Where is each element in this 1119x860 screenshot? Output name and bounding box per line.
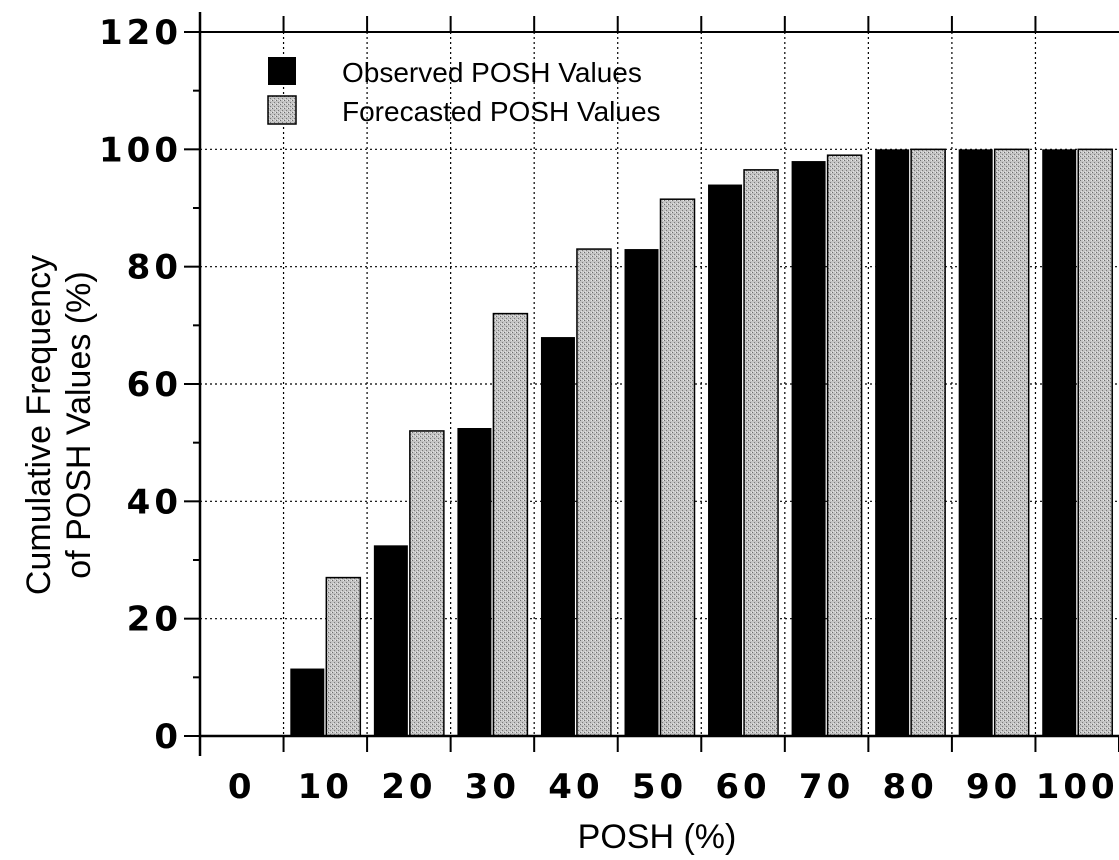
bar-forecasted-90	[993, 148, 1030, 737]
legend-swatch-observed	[268, 57, 296, 85]
bar-observed-30	[457, 428, 492, 736]
bar-forecasted-50	[659, 198, 696, 737]
bar-observed-20	[373, 545, 408, 736]
y-axis-ticks: 0 20 40 60 80 100 120	[99, 13, 200, 757]
x-axis-ticks: 0 10 20 30 40 50 60 70 80 90 100	[199, 16, 1119, 807]
x-axis-title: POSH (%)	[578, 818, 737, 856]
bar-forecasted-100	[1077, 148, 1113, 737]
y-axis-title-line-1: Cumulative Frequency	[20, 255, 58, 595]
y-tick-label-20: 20	[127, 600, 182, 640]
bar-observed-100	[1042, 149, 1077, 737]
y-axis-title-line-2: of POSH Values (%)	[60, 271, 98, 578]
x-tick-label-80: 80	[882, 767, 937, 807]
x-tick-label-60: 60	[715, 767, 770, 807]
bar-forecasted-60	[743, 169, 779, 737]
x-tick-label-20: 20	[381, 767, 436, 807]
y-tick-label-40: 40	[127, 482, 182, 522]
legend: Observed POSH Values Forecasted POSH Val…	[267, 57, 661, 127]
bar-forecasted-10	[325, 576, 362, 737]
y-tick-label-100: 100	[99, 130, 182, 170]
x-tick-label-50: 50	[632, 767, 687, 807]
x-tick-label-0: 0	[228, 767, 256, 807]
bar-forecasted-20	[409, 430, 445, 737]
y-tick-label-120: 120	[99, 13, 182, 53]
x-tick-label-70: 70	[799, 767, 854, 807]
bar-observed-10	[290, 668, 325, 736]
x-tick-label-30: 30	[465, 767, 520, 807]
bar-observed-90	[958, 149, 993, 737]
legend-swatch-forecasted	[267, 95, 297, 125]
bar-forecasted-70	[826, 154, 863, 737]
legend-label-forecasted: Forecasted POSH Values	[342, 96, 661, 127]
x-tick-label-10: 10	[298, 767, 353, 807]
y-tick-label-60: 60	[127, 365, 182, 405]
bar-observed-80	[875, 149, 910, 737]
bar-forecasted-30	[492, 312, 529, 737]
legend-label-observed: Observed POSH Values	[342, 57, 642, 88]
bar-forecasted-40	[576, 248, 612, 737]
bar-observed-50	[624, 249, 659, 737]
bar-observed-40	[540, 337, 575, 736]
y-axis-title: Cumulative Frequency of POSH Values (%)	[20, 255, 98, 595]
x-tick-label-100: 100	[1036, 767, 1119, 807]
bar-observed-70	[791, 161, 826, 737]
bar-forecasted-80	[910, 148, 946, 737]
y-tick-label-80: 80	[127, 248, 182, 288]
x-tick-label-90: 90	[966, 767, 1021, 807]
bar-observed-60	[708, 184, 743, 737]
y-tick-label-0: 0	[154, 717, 182, 757]
x-tick-label-40: 40	[548, 767, 603, 807]
